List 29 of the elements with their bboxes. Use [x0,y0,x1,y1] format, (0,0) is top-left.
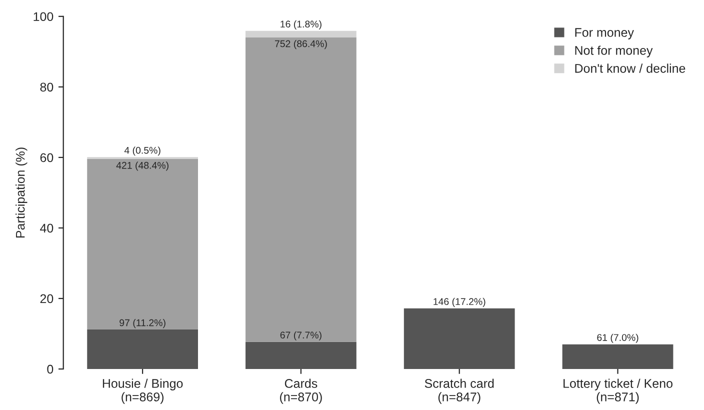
x-tick-label: Housie / Bingo (n=869) [102,378,183,404]
data-label: 4 (0.5%) [124,146,160,156]
data-label: 16 (1.8%) [280,20,322,30]
y-tick-label: 100 [34,12,54,22]
y-tick-label: 40 [40,224,54,233]
legend-label: For money [575,28,634,40]
x-tick-label: Lottery ticket / Keno (n=871) [564,378,672,404]
x-tick-label: Cards (n=870) [280,378,322,404]
data-label: 752 (86.4%) [274,40,327,50]
legend-label: Don't know / decline [575,64,686,73]
bar [404,308,515,369]
bar [87,330,198,369]
data-label: 61 (7.0%) [597,334,638,343]
data-label: 146 (17.2%) [434,298,486,307]
data-label: 421 (48.4%) [116,162,168,171]
y-tick-label: 60 [40,153,54,162]
bar [87,158,198,330]
y-tick-label: 0 [47,364,54,374]
bar [246,30,356,38]
data-label: 97 (11.2%) [120,319,166,328]
bar [246,37,356,342]
data-label: 67 (7.7%) [280,331,322,340]
y-tick-label: 80 [40,82,54,92]
legend-label: Not for money [575,46,653,58]
bar [562,344,674,369]
bar [246,342,356,369]
y-tick-label: 20 [40,294,54,304]
x-tick-label: Scratch card (n=847) [424,378,494,404]
y-axis-title: Participation (%) [16,148,28,238]
